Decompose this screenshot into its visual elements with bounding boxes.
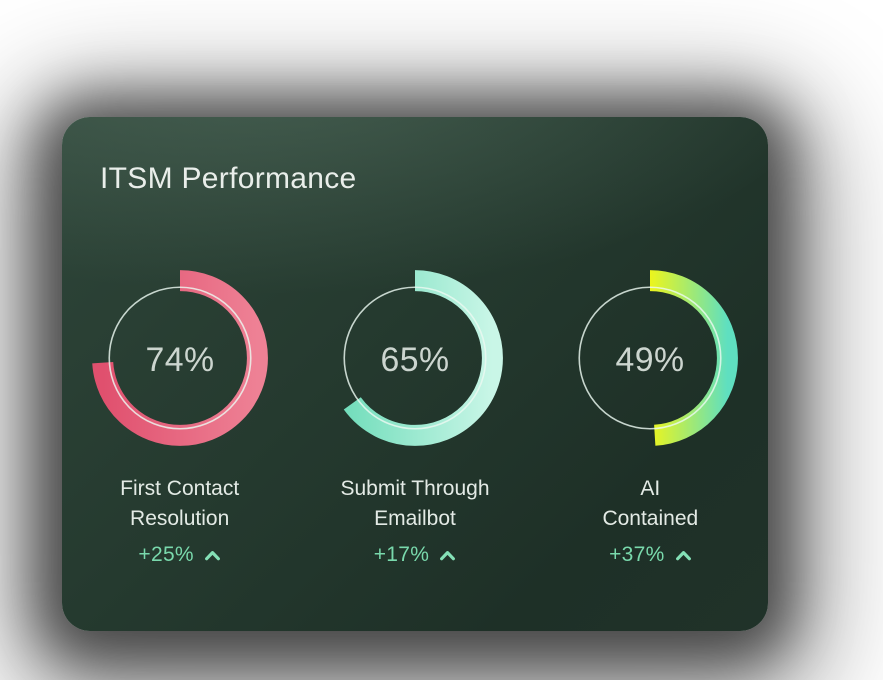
metric-first-contact-resolution: 74% First Contact Resolution +25%	[62, 269, 297, 567]
donut-chart-first-contact-resolution: 74%	[91, 270, 268, 446]
metric-label-line: AI	[640, 477, 661, 500]
metric-delta: +25%	[138, 543, 221, 567]
metric-delta: +17%	[374, 543, 457, 567]
donut-arc	[327, 270, 503, 446]
metric-label: AI Contained	[602, 474, 698, 534]
metric-ai-contained: 49% AI Contained +37%	[533, 269, 768, 567]
card-title: ITSM Performance	[100, 162, 357, 195]
delta-value: +25%	[138, 543, 194, 566]
trend-up-icon	[675, 550, 691, 560]
metric-submit-through-emailbot: 65% Submit Through Emailbot +17%	[297, 269, 532, 567]
trend-up-icon	[440, 550, 456, 560]
donut-arc	[562, 270, 739, 446]
metric-label: First Contact Resolution	[120, 474, 239, 534]
donut-chart-submit-through-emailbot: 65%	[327, 270, 503, 446]
metrics-row: 74% First Contact Resolution +25%	[62, 269, 768, 567]
donut-value: 49%	[616, 341, 685, 379]
donut-chart-ai-contained: 49%	[562, 270, 739, 446]
metric-delta: +37%	[609, 543, 692, 567]
metric-label: Submit Through Emailbot	[340, 474, 489, 534]
donut-value: 74%	[145, 341, 214, 379]
itsm-performance-card: ITSM Performance 74% First Contact Resol…	[62, 117, 768, 631]
metric-label-line: Emailbot	[374, 507, 456, 530]
donut-arc	[91, 270, 268, 446]
donut-track	[343, 286, 487, 430]
metric-label-line: Submit Through	[340, 477, 490, 500]
donut-track	[108, 286, 252, 430]
donut-value: 65%	[380, 341, 449, 379]
delta-value: +17%	[373, 543, 430, 566]
metric-label-line: First Contact	[120, 477, 240, 500]
trend-up-icon	[204, 550, 220, 560]
metric-label-line: Contained	[602, 507, 699, 530]
metric-label-line: Resolution	[130, 507, 230, 530]
delta-value: +37%	[609, 543, 665, 566]
donut-track	[578, 286, 722, 430]
